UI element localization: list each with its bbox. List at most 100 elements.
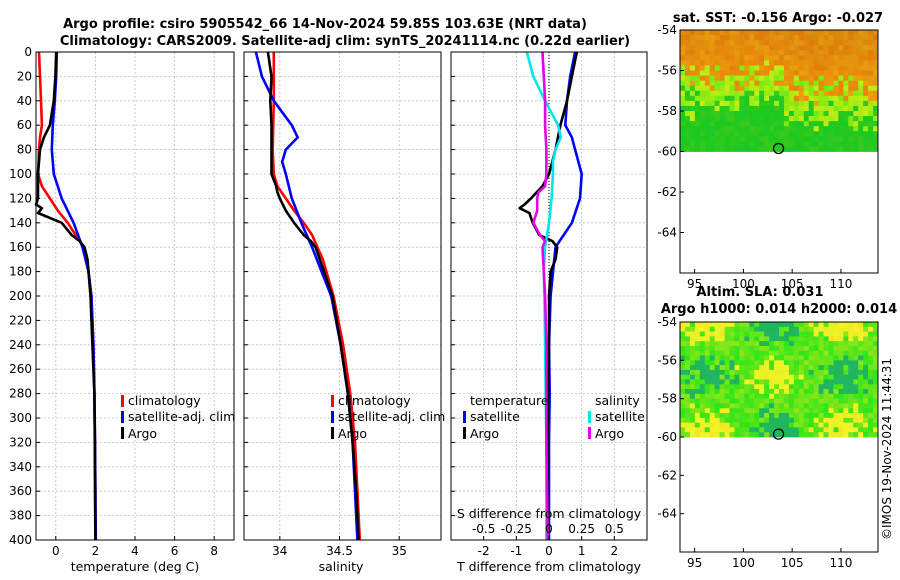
heatmap-cell xyxy=(729,35,735,41)
heatmap-cell xyxy=(793,393,800,400)
heatmap-cell xyxy=(759,55,765,61)
heatmap-cell xyxy=(680,55,686,61)
heatmap-cell xyxy=(823,413,829,419)
heatmap-cell xyxy=(873,65,879,71)
heatmap-cell xyxy=(873,341,879,347)
heatmap-cell xyxy=(858,111,864,117)
heatmap-cell xyxy=(863,85,869,92)
heatmap-cell xyxy=(818,70,824,76)
map-y-tick-label: -60 xyxy=(657,430,677,444)
heatmap-cell xyxy=(724,90,730,97)
heatmap-cell xyxy=(714,408,720,414)
heatmap-cell xyxy=(744,55,750,61)
heatmap-cell xyxy=(843,55,849,61)
heatmap-cell xyxy=(808,389,815,395)
heatmap-cell xyxy=(863,360,869,366)
heatmap-cell xyxy=(684,350,691,356)
heatmap-cell xyxy=(779,355,785,361)
heatmap-cell xyxy=(838,417,844,424)
heatmap-cell xyxy=(754,121,760,127)
heatmap-cell xyxy=(724,417,730,424)
heatmap-cell xyxy=(749,100,755,107)
heatmap-cell xyxy=(749,50,755,56)
heatmap-cell xyxy=(873,384,879,390)
heatmap-cell xyxy=(868,141,874,147)
x-tick-label: 1 xyxy=(578,544,586,558)
heatmap-cell xyxy=(838,65,844,71)
heatmap-cell xyxy=(853,136,859,142)
heatmap-cell xyxy=(783,55,790,61)
heatmap-cell xyxy=(853,111,859,117)
heatmap-cell xyxy=(793,365,800,371)
heatmap-cell xyxy=(798,70,805,76)
heatmap-cell xyxy=(863,35,869,41)
heatmap-cell xyxy=(749,131,755,137)
heatmap-cell xyxy=(684,121,691,127)
heatmap-cell xyxy=(764,141,770,147)
heatmap-cell xyxy=(744,70,750,76)
heatmap-cell xyxy=(744,360,750,366)
heatmap-cell xyxy=(813,331,819,337)
heatmap-cell xyxy=(793,369,800,376)
heatmap-cell xyxy=(689,422,696,428)
heatmap-cell xyxy=(828,116,834,122)
heatmap-cell xyxy=(828,60,834,66)
heatmap-cell xyxy=(813,60,819,66)
heatmap-cell xyxy=(843,331,849,337)
heatmap-cell xyxy=(699,146,706,152)
heatmap-cell xyxy=(764,341,770,347)
heatmap-cell xyxy=(684,389,691,395)
heatmap-cell xyxy=(719,70,725,76)
heatmap-cell xyxy=(838,432,844,438)
heatmap-cell xyxy=(783,384,790,390)
heatmap-cell xyxy=(754,413,760,419)
heatmap-cell xyxy=(689,75,696,82)
legend-label-climatology: climatology xyxy=(338,393,411,408)
heatmap-cell xyxy=(803,131,810,137)
heatmap-cell xyxy=(729,345,735,352)
legend-label-temp-argo: Argo xyxy=(470,426,499,441)
heatmap-cell xyxy=(769,105,775,112)
heatmap-cell xyxy=(788,408,795,414)
heatmap-cell xyxy=(818,75,824,82)
heatmap-cell xyxy=(838,116,844,122)
heatmap-cell xyxy=(689,360,696,366)
heatmap-cell xyxy=(729,60,735,66)
heatmap-cell xyxy=(843,417,849,424)
heatmap-cell xyxy=(813,40,819,46)
heatmap-cell xyxy=(803,55,810,61)
heatmap-cell xyxy=(704,35,711,41)
heatmap-cell xyxy=(694,80,701,87)
heatmap-cell xyxy=(734,45,740,51)
heatmap-cell xyxy=(709,121,716,127)
heatmap-cell xyxy=(694,45,701,51)
heatmap-cell xyxy=(788,365,795,371)
heatmap-cell xyxy=(769,384,775,390)
heatmap-cell xyxy=(724,336,730,342)
heatmap-cell xyxy=(813,50,819,56)
heatmap-cell xyxy=(719,393,725,400)
heatmap-cell xyxy=(739,55,745,61)
heatmap-cell xyxy=(823,136,829,142)
heatmap-cell xyxy=(724,379,730,385)
heatmap-cell xyxy=(818,141,824,147)
heatmap-cell xyxy=(828,350,834,356)
heatmap-cell xyxy=(873,30,879,36)
heatmap-cell xyxy=(863,80,869,87)
heatmap-cell xyxy=(744,393,750,400)
heatmap-cell xyxy=(680,70,686,76)
heatmap-cell xyxy=(793,432,800,438)
heatmap-cell xyxy=(709,80,716,87)
heatmap-cell xyxy=(764,50,770,56)
heatmap-cell xyxy=(689,427,696,433)
heatmap-cell xyxy=(813,432,819,438)
heatmap-cell xyxy=(769,413,775,419)
heatmap-cell xyxy=(828,422,834,428)
heatmap-cell xyxy=(699,345,706,352)
heatmap-cell xyxy=(699,90,706,97)
heatmap-cell xyxy=(749,365,755,371)
heatmap-cell xyxy=(774,389,780,395)
heatmap-cell xyxy=(823,65,829,71)
heatmap-cell xyxy=(848,35,854,41)
heatmap-cell xyxy=(858,336,864,342)
